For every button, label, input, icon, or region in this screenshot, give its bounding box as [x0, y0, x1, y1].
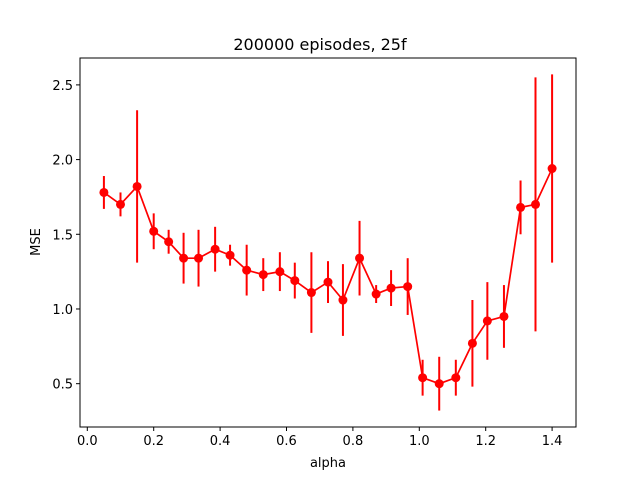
x-tick-label: 1.4 [542, 434, 563, 449]
data-point [225, 250, 235, 260]
x-tick-label: 0.6 [276, 434, 297, 449]
x-tick-label: 1.2 [475, 434, 496, 449]
data-point [194, 253, 204, 263]
x-tick-label: 0.8 [343, 434, 364, 449]
data-point [210, 244, 220, 254]
y-tick-label: 2.5 [52, 79, 73, 94]
y-axis-label: MSE [29, 228, 44, 256]
x-tick-label: 0.0 [77, 434, 98, 449]
data-point [306, 288, 316, 298]
data-point [116, 199, 126, 209]
plot-frame [79, 57, 577, 428]
y-tick-label: 1.5 [52, 228, 73, 243]
data-point [386, 283, 396, 293]
data-point [149, 226, 159, 236]
data-point [499, 311, 509, 321]
data-point [323, 277, 333, 287]
data-point [338, 295, 348, 305]
data-point [99, 187, 109, 197]
data-point [434, 379, 444, 389]
data-point [290, 276, 300, 286]
data-point [371, 289, 381, 299]
data-point [516, 202, 526, 212]
x-tick-label: 0.4 [210, 434, 231, 449]
data-point [132, 181, 142, 191]
data-point [547, 164, 557, 174]
data-point [258, 270, 268, 280]
y-tick-label: 0.5 [52, 378, 73, 393]
data-point [179, 253, 189, 263]
data-point [242, 265, 252, 275]
data-point [355, 253, 365, 263]
x-tick-label: 0.2 [143, 434, 164, 449]
data-point [164, 237, 174, 247]
chart-title: 200000 episodes, 25f [233, 35, 407, 54]
data-point [467, 338, 477, 348]
data-point [482, 316, 492, 326]
x-axis-label: alpha [310, 456, 346, 471]
data-point [530, 199, 540, 209]
data-point [275, 267, 285, 277]
x-tick-label: 1.0 [409, 434, 430, 449]
y-tick-label: 2.0 [52, 154, 73, 169]
data-point [418, 373, 428, 383]
data-point [403, 282, 413, 292]
data-point [451, 373, 461, 383]
y-tick-label: 1.0 [52, 303, 73, 318]
